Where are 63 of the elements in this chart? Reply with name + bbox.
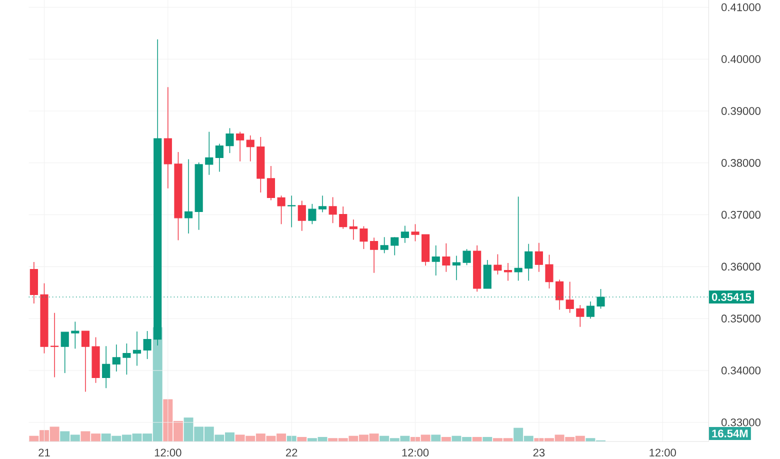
candlestick [390, 236, 399, 256]
x-tick-label: 12:00 [402, 448, 429, 456]
candlestick [266, 166, 276, 201]
bar [431, 434, 441, 442]
candlestick [432, 244, 440, 276]
candlestick [246, 134, 254, 162]
candlestick [442, 242, 450, 272]
x-tick-label: 22 [286, 448, 298, 456]
candlestick [462, 248, 471, 266]
candlestick [349, 219, 358, 240]
candlestick [556, 279, 564, 310]
candlestick [483, 259, 492, 289]
candlestick [566, 281, 574, 314]
candlestick [277, 195, 286, 224]
candlestick [504, 262, 512, 282]
candlestick [411, 224, 420, 242]
candlestick [360, 226, 368, 250]
candlestick [102, 346, 110, 388]
y-tick-label: 0.35000 [721, 314, 760, 322]
candlestick [370, 237, 378, 274]
x-tick-label: 12:00 [650, 448, 676, 456]
candlestick [308, 203, 316, 224]
y-tick-label: 0.34000 [721, 366, 760, 374]
ref-line-label: 0.35415 [712, 293, 752, 301]
candlestick [534, 242, 543, 272]
candlestick [452, 255, 461, 281]
candlestick [226, 128, 234, 154]
candlestick [298, 200, 306, 232]
y-tick-label: 0.40000 [721, 55, 760, 63]
candlestick [60, 332, 69, 374]
candlestick [132, 331, 142, 366]
text: 16.54M [712, 430, 748, 438]
candlestick [494, 254, 502, 275]
candlestick [514, 196, 522, 282]
candlestick [328, 196, 337, 224]
candlestick [50, 312, 59, 378]
candlestick [122, 343, 131, 375]
candlestick [236, 131, 244, 162]
candlestick [576, 304, 584, 328]
x-tick-label: 21 [38, 448, 50, 456]
candlestick [524, 243, 533, 282]
x-tick-label: 23 [533, 448, 545, 456]
candlestick [400, 225, 409, 244]
y-tick-label: 0.39000 [721, 107, 760, 115]
candlestick [184, 158, 193, 234]
candlestick [288, 195, 296, 228]
candlestick [112, 344, 120, 372]
y-tick-label: 0.38000 [721, 158, 760, 167]
y-tick-label: 0.41000 [721, 3, 760, 12]
candlestick [205, 131, 214, 176]
y-tick-label: 0.33000 [721, 418, 760, 426]
candlestick [545, 254, 554, 289]
x-tick-label: 12:00 [154, 448, 182, 456]
candlestick [339, 206, 348, 230]
candlestick [318, 195, 327, 213]
candlestick [586, 301, 594, 319]
candlestick [380, 236, 388, 254]
y-tick-label: 0.36000 [721, 262, 760, 271]
candlestick [143, 330, 152, 360]
y-tick-label: 0.37000 [721, 210, 760, 219]
candlestick [81, 330, 90, 392]
candlestick [71, 321, 80, 349]
candlestick [215, 143, 224, 172]
